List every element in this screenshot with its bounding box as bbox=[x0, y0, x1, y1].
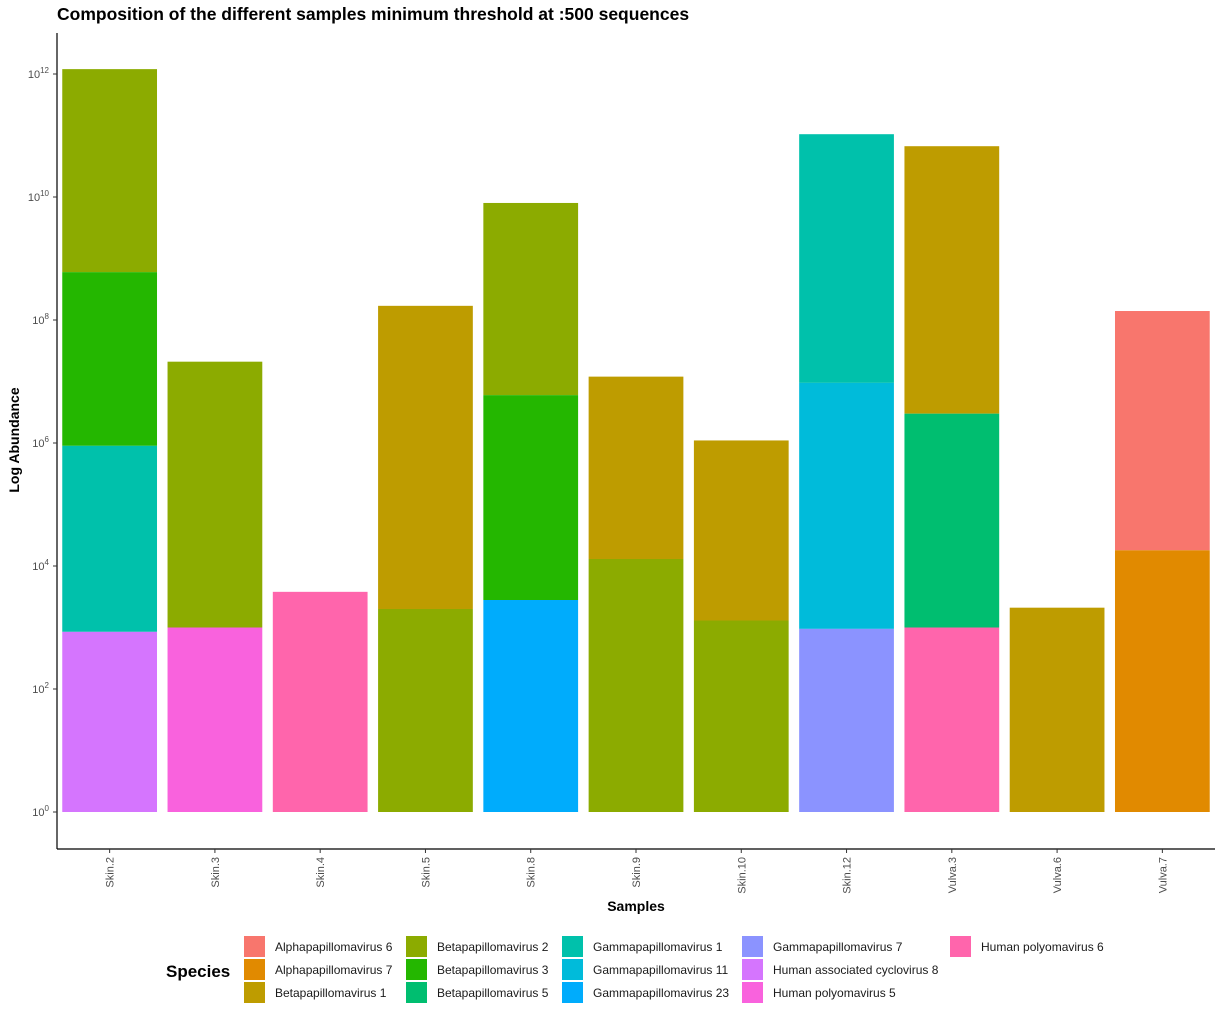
bar-segment bbox=[904, 146, 1000, 414]
chart-title: Composition of the different samples min… bbox=[57, 4, 690, 24]
legend-label: Betapapillomavirus 3 bbox=[437, 963, 549, 977]
bar-segment bbox=[693, 440, 789, 621]
y-tick-label: 1010 bbox=[28, 189, 50, 204]
bar-segment bbox=[904, 413, 1000, 628]
legend-key bbox=[406, 982, 427, 1003]
legend-label: Gammapapillomavirus 23 bbox=[593, 986, 730, 1000]
bar-segment bbox=[799, 134, 894, 383]
legend-key bbox=[742, 959, 763, 980]
x-tick-label: Skin.3 bbox=[210, 857, 222, 888]
legend-key bbox=[562, 982, 583, 1003]
bar-segment bbox=[904, 627, 1000, 812]
bar-segment bbox=[272, 591, 368, 812]
x-tick-label: Skin.5 bbox=[420, 857, 432, 888]
bar-segment bbox=[62, 69, 158, 273]
legend-label: Gammapapillomavirus 1 bbox=[593, 940, 723, 954]
bar-segment bbox=[588, 376, 684, 559]
y-tick-label: 102 bbox=[32, 681, 49, 696]
bar-segment bbox=[693, 620, 789, 812]
bar-segment bbox=[588, 558, 684, 812]
bar-segment bbox=[1009, 607, 1105, 812]
bar-segment bbox=[1114, 311, 1210, 551]
x-tick-label: Skin.4 bbox=[315, 857, 327, 888]
legend-key bbox=[244, 959, 265, 980]
y-axis-label: Log Abundance bbox=[6, 387, 22, 492]
bar-segment bbox=[62, 631, 158, 812]
x-tick-label: Vulva.6 bbox=[1052, 857, 1064, 893]
legend-key bbox=[562, 959, 583, 980]
bar-segment bbox=[62, 272, 158, 446]
legend-key bbox=[742, 982, 763, 1003]
x-tick-label: Vulva.7 bbox=[1157, 857, 1169, 893]
legend-label: Betapapillomavirus 2 bbox=[437, 940, 549, 954]
legend-label: Gammapapillomavirus 7 bbox=[773, 940, 903, 954]
bar-segment bbox=[167, 361, 263, 628]
legend-label: Betapapillomavirus 5 bbox=[437, 986, 549, 1000]
legend-label: Human associated cyclovirus 8 bbox=[773, 963, 939, 977]
x-axis-label: Samples bbox=[607, 898, 665, 914]
y-tick-label: 100 bbox=[32, 804, 49, 819]
bar-segment bbox=[799, 628, 894, 812]
legend-label: Betapapillomavirus 1 bbox=[275, 986, 387, 1000]
bar-segment bbox=[483, 600, 579, 812]
legend-key bbox=[406, 959, 427, 980]
y-tick-label: 1012 bbox=[28, 66, 50, 81]
y-ticks: 100 102 104 106 108 1010 1012 bbox=[28, 66, 57, 819]
bar-segment bbox=[167, 627, 263, 812]
legend: Species Alphapapillomavirus 6 Alphapapill… bbox=[166, 936, 1166, 1016]
legend-label: Human polyomavirus 6 bbox=[981, 940, 1104, 954]
bar-segment bbox=[483, 202, 579, 396]
y-tick-label: 106 bbox=[32, 435, 49, 450]
x-tick-label: Skin.10 bbox=[736, 857, 748, 894]
x-tick-label: Vulva.3 bbox=[947, 857, 959, 893]
x-tick-label: Skin.8 bbox=[526, 857, 538, 888]
y-tick-label: 108 bbox=[32, 312, 49, 327]
legend-key bbox=[244, 982, 265, 1003]
legend-label: Human polyomavirus 5 bbox=[773, 986, 896, 1000]
legend-key bbox=[562, 936, 583, 957]
legend-key bbox=[950, 936, 971, 957]
legend-label: Gammapapillomavirus 11 bbox=[593, 963, 729, 977]
x-ticks: Skin.2 Skin.3 Skin.4 Skin.5 Skin.8 Skin.9 Skin… bbox=[105, 849, 1169, 894]
bar-segment bbox=[62, 445, 158, 632]
bar-segment bbox=[483, 395, 579, 600]
legend-title: Species bbox=[166, 962, 231, 981]
bars-layer bbox=[62, 69, 1210, 812]
bar-segment bbox=[378, 305, 473, 609]
y-tick-label: 104 bbox=[32, 558, 49, 573]
bar-segment bbox=[378, 608, 473, 812]
legend-key bbox=[406, 936, 427, 957]
legend-key bbox=[244, 936, 265, 957]
x-tick-label: Skin.12 bbox=[842, 857, 854, 894]
x-tick-label: Skin.2 bbox=[105, 857, 117, 888]
bar-segment bbox=[799, 382, 894, 629]
legend-label: Alphapapillomavirus 7 bbox=[275, 963, 393, 977]
legend-label: Alphapapillomavirus 6 bbox=[275, 940, 393, 954]
legend-key bbox=[742, 936, 763, 957]
bar-segment bbox=[1114, 550, 1210, 812]
x-tick-label: Skin.9 bbox=[631, 857, 643, 888]
